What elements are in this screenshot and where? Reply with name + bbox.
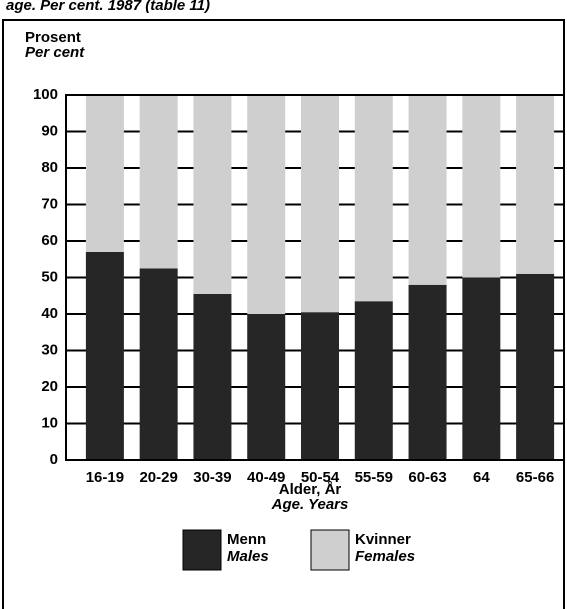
- x-tick-label: 55-59: [355, 469, 393, 486]
- y-tick-label: 10: [41, 414, 58, 431]
- y-tick-label: 80: [41, 159, 58, 176]
- y-label-en: Per cent: [25, 44, 85, 61]
- x-tick-label: 60-63: [408, 469, 446, 486]
- y-tick-label: 60: [41, 232, 58, 249]
- legend-swatch: [310, 529, 350, 571]
- plot-frame: [65, 94, 565, 461]
- bar-segment: [247, 95, 286, 314]
- bar-segment: [301, 95, 339, 313]
- x-tick-label: 16-19: [86, 469, 124, 486]
- bar-segment: [193, 293, 232, 460]
- y-tick-label: 50: [41, 268, 58, 285]
- y-tick-label: 20: [41, 378, 58, 395]
- bar-segment: [139, 268, 178, 460]
- bar-segment: [139, 95, 178, 269]
- bar-segment: [301, 312, 339, 460]
- x-tick-label: 40-49: [247, 469, 285, 486]
- bar-segment: [462, 95, 501, 278]
- y-label: Prosent: [25, 29, 81, 46]
- bar-segment: [408, 95, 447, 285]
- x-tick-label: 50-54: [301, 469, 340, 486]
- x-tick-label: 65-66: [516, 469, 554, 486]
- bar-segment: [247, 314, 286, 460]
- bar-segment: [354, 95, 393, 302]
- bar-segment: [354, 301, 393, 460]
- y-tick-label: 70: [41, 195, 58, 212]
- y-tick-label: 30: [41, 341, 58, 358]
- legend-label-en: Males: [227, 548, 269, 565]
- caption: age. Per cent. 1987 (table 11): [6, 0, 210, 14]
- legend-swatch: [182, 529, 222, 571]
- x-label-en: Age. Years: [271, 496, 349, 513]
- legend-label: Menn: [227, 531, 266, 548]
- y-tick-label: 40: [41, 305, 58, 322]
- bar-segment: [462, 277, 501, 460]
- bar-segment: [408, 284, 447, 460]
- x-tick-label: 20-29: [139, 469, 177, 486]
- x-tick-label: 64: [473, 469, 490, 486]
- bar-segment: [516, 273, 555, 460]
- y-tick-label: 90: [41, 122, 58, 139]
- bar-segment: [516, 95, 555, 274]
- bar-segment: [85, 95, 124, 252]
- bar-segment: [193, 95, 232, 294]
- legend-label-en: Females: [355, 548, 415, 565]
- x-tick-label: 30-39: [193, 469, 231, 486]
- legend-label: Kvinner: [355, 531, 411, 548]
- x-label: Alder, År: [279, 481, 342, 498]
- bar-segment: [85, 251, 124, 460]
- y-tick-label: 100: [33, 86, 58, 103]
- y-tick-label: 0: [50, 451, 58, 468]
